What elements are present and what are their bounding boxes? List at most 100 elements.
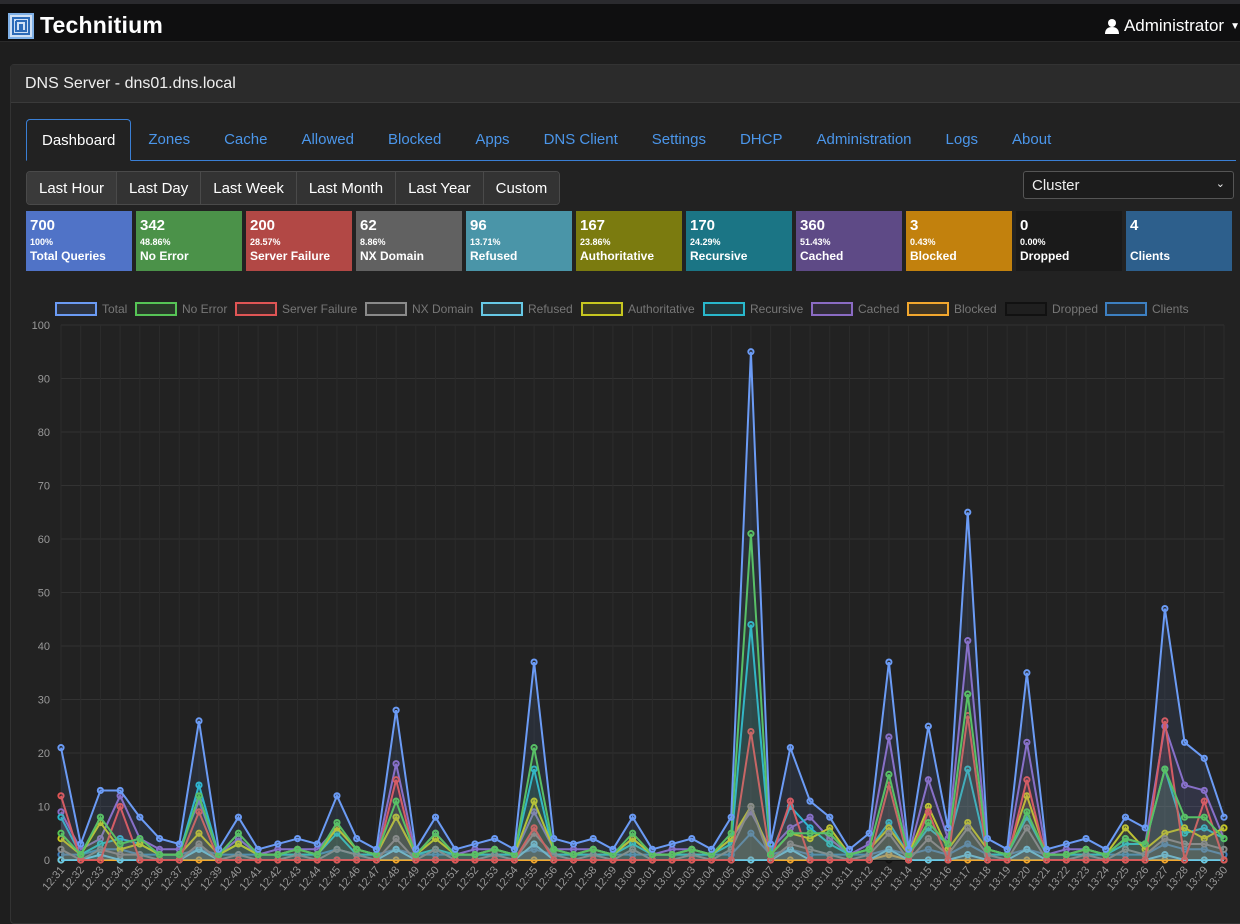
range-last-week-button[interactable]: Last Week bbox=[201, 172, 297, 204]
data-point[interactable] bbox=[1200, 840, 1208, 848]
data-point[interactable] bbox=[57, 856, 65, 864]
data-point[interactable] bbox=[1082, 856, 1090, 864]
data-point[interactable] bbox=[431, 829, 440, 837]
data-point[interactable] bbox=[215, 845, 223, 853]
data-point[interactable] bbox=[195, 856, 203, 864]
data-point[interactable] bbox=[826, 840, 834, 848]
data-point[interactable] bbox=[707, 845, 716, 853]
data-point[interactable] bbox=[1180, 738, 1189, 746]
data-point[interactable] bbox=[767, 840, 775, 848]
data-point[interactable] bbox=[412, 845, 420, 853]
data-point[interactable] bbox=[786, 744, 794, 752]
data-point[interactable] bbox=[786, 840, 794, 848]
data-point[interactable] bbox=[648, 845, 656, 853]
legend-item-cached[interactable]: Cached bbox=[811, 302, 899, 316]
data-point[interactable] bbox=[668, 840, 676, 848]
data-point[interactable] bbox=[806, 797, 814, 805]
data-point[interactable] bbox=[924, 808, 932, 816]
data-point[interactable] bbox=[1023, 824, 1031, 832]
data-point[interactable] bbox=[1200, 856, 1208, 864]
data-point[interactable] bbox=[1200, 786, 1208, 795]
data-point[interactable] bbox=[1180, 824, 1189, 832]
data-point[interactable] bbox=[1180, 813, 1189, 821]
data-point[interactable] bbox=[589, 845, 597, 853]
data-point[interactable] bbox=[116, 851, 124, 859]
data-point[interactable] bbox=[806, 813, 814, 821]
data-point[interactable] bbox=[234, 813, 243, 821]
data-point[interactable] bbox=[1220, 824, 1228, 832]
data-point[interactable] bbox=[983, 835, 992, 843]
data-point[interactable] bbox=[924, 835, 932, 843]
data-point[interactable] bbox=[767, 851, 775, 859]
range-last-day-button[interactable]: Last Day bbox=[117, 172, 202, 204]
data-point[interactable] bbox=[550, 835, 558, 843]
node-select[interactable]: Cluster ⌄ bbox=[1023, 171, 1234, 199]
data-point[interactable] bbox=[924, 722, 932, 730]
data-point[interactable] bbox=[1141, 840, 1149, 848]
data-point[interactable] bbox=[845, 845, 854, 853]
data-point[interactable] bbox=[1180, 856, 1189, 864]
data-point[interactable] bbox=[313, 851, 321, 859]
data-point[interactable] bbox=[924, 856, 932, 864]
data-point[interactable] bbox=[885, 770, 893, 778]
data-point[interactable] bbox=[471, 851, 479, 859]
data-point[interactable] bbox=[865, 856, 873, 864]
data-point[interactable] bbox=[885, 829, 893, 837]
data-point[interactable] bbox=[964, 765, 972, 773]
data-point[interactable] bbox=[550, 845, 558, 853]
data-point[interactable] bbox=[727, 829, 735, 837]
data-point[interactable] bbox=[727, 813, 735, 821]
data-point[interactable] bbox=[392, 797, 400, 805]
legend-item-authoritative[interactable]: Authoritative bbox=[581, 302, 695, 316]
data-point[interactable] bbox=[234, 829, 243, 837]
data-point[interactable] bbox=[688, 835, 696, 843]
data-point[interactable] bbox=[747, 530, 755, 538]
data-point[interactable] bbox=[1023, 792, 1031, 800]
data-point[interactable] bbox=[806, 829, 814, 837]
data-point[interactable] bbox=[333, 818, 341, 827]
data-point[interactable] bbox=[1003, 845, 1011, 853]
tab-about[interactable]: About bbox=[1012, 131, 1052, 148]
data-point[interactable] bbox=[234, 840, 243, 848]
data-point[interactable] bbox=[865, 845, 873, 853]
data-point[interactable] bbox=[1200, 797, 1208, 805]
data-point[interactable] bbox=[747, 829, 755, 837]
data-point[interactable] bbox=[1023, 776, 1031, 784]
tab-logs[interactable]: Logs bbox=[945, 131, 979, 148]
data-point[interactable] bbox=[668, 851, 676, 859]
data-point[interactable] bbox=[353, 835, 361, 843]
data-point[interactable] bbox=[688, 845, 696, 853]
data-point[interactable] bbox=[747, 802, 755, 811]
data-point[interactable] bbox=[136, 856, 144, 864]
legend-item-server-failure[interactable]: Server Failure bbox=[235, 302, 358, 316]
data-point[interactable] bbox=[865, 829, 873, 837]
data-point[interactable] bbox=[1220, 856, 1228, 864]
data-point[interactable] bbox=[747, 621, 755, 629]
data-point[interactable] bbox=[629, 829, 637, 837]
data-point[interactable] bbox=[96, 786, 105, 795]
range-custom-button[interactable]: Custom bbox=[483, 172, 560, 204]
data-point[interactable] bbox=[924, 818, 932, 827]
data-point[interactable] bbox=[195, 781, 203, 789]
tab-allowed[interactable]: Allowed bbox=[301, 131, 354, 148]
data-point[interactable] bbox=[234, 856, 243, 864]
data-point[interactable] bbox=[1161, 765, 1169, 773]
data-point[interactable] bbox=[530, 840, 538, 848]
data-point[interactable] bbox=[293, 856, 302, 864]
data-point[interactable] bbox=[431, 845, 440, 853]
legend-item-clients[interactable]: Clients bbox=[1105, 302, 1189, 316]
data-point[interactable] bbox=[530, 824, 538, 832]
data-point[interactable] bbox=[333, 856, 341, 864]
data-point[interactable] bbox=[1082, 835, 1090, 843]
data-point[interactable] bbox=[510, 845, 518, 853]
data-point[interactable] bbox=[1161, 717, 1169, 725]
data-point[interactable] bbox=[530, 765, 538, 773]
data-point[interactable] bbox=[1141, 856, 1149, 864]
data-point[interactable] bbox=[77, 851, 85, 859]
data-point[interactable] bbox=[1161, 851, 1169, 859]
data-point[interactable] bbox=[964, 824, 972, 832]
data-point[interactable] bbox=[1161, 604, 1169, 613]
legend-item-recursive[interactable]: Recursive bbox=[703, 302, 804, 316]
data-point[interactable] bbox=[274, 851, 282, 859]
data-point[interactable] bbox=[155, 835, 164, 843]
